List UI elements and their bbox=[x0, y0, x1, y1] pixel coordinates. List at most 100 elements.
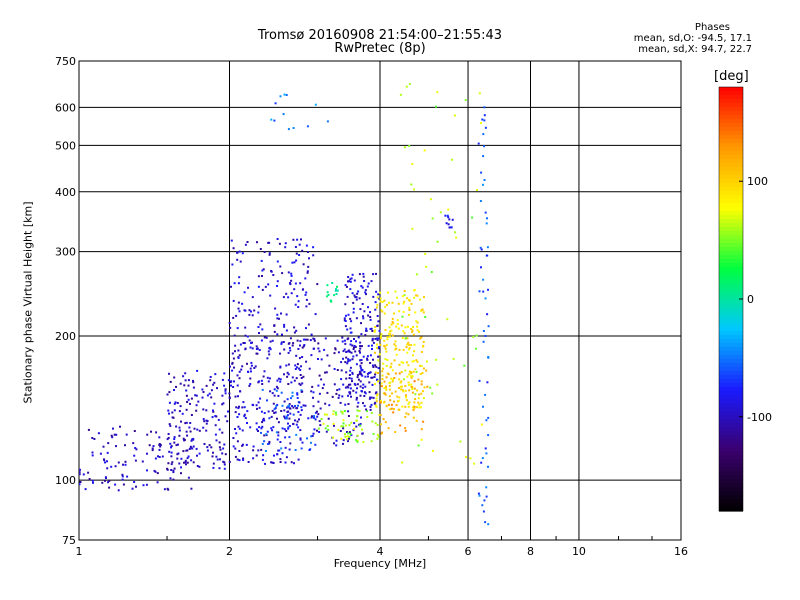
colorbar-segment bbox=[719, 151, 743, 156]
data-point bbox=[382, 418, 385, 421]
data-point bbox=[363, 395, 366, 397]
data-point bbox=[263, 440, 266, 443]
colorbar-segment bbox=[719, 127, 743, 132]
data-point bbox=[214, 373, 217, 376]
data-point bbox=[366, 357, 368, 360]
data-point bbox=[436, 240, 439, 243]
data-point bbox=[375, 290, 378, 293]
data-point bbox=[361, 428, 363, 431]
data-point bbox=[340, 361, 343, 364]
data-point bbox=[337, 428, 340, 431]
colorbar-segment bbox=[719, 399, 743, 404]
data-point bbox=[234, 455, 237, 458]
data-point bbox=[403, 294, 406, 297]
data-point bbox=[246, 241, 249, 243]
data-point bbox=[333, 294, 336, 297]
data-point bbox=[344, 342, 347, 345]
data-point bbox=[284, 246, 287, 249]
data-point bbox=[268, 346, 271, 349]
data-point bbox=[349, 369, 352, 372]
data-point bbox=[167, 488, 170, 491]
data-point bbox=[359, 341, 362, 344]
data-point bbox=[179, 405, 182, 408]
data-point bbox=[340, 410, 343, 413]
data-point bbox=[171, 411, 174, 414]
data-point bbox=[239, 260, 242, 263]
colorbar-segment bbox=[719, 223, 743, 228]
data-point bbox=[383, 392, 386, 395]
data-point bbox=[353, 427, 356, 430]
data-point bbox=[169, 477, 172, 480]
data-point bbox=[347, 358, 350, 361]
data-point bbox=[483, 106, 486, 109]
data-point bbox=[243, 291, 246, 294]
data-point bbox=[295, 377, 298, 380]
data-point bbox=[268, 440, 271, 443]
data-point bbox=[348, 377, 351, 380]
data-point bbox=[405, 394, 407, 397]
data-point bbox=[340, 378, 343, 381]
data-point bbox=[454, 231, 457, 234]
data-point bbox=[372, 273, 375, 276]
colorbar-segment bbox=[719, 415, 743, 420]
data-point bbox=[324, 337, 327, 340]
data-point bbox=[309, 339, 312, 342]
data-point bbox=[249, 426, 252, 429]
data-point bbox=[379, 343, 382, 346]
data-point bbox=[283, 428, 286, 431]
data-point bbox=[336, 289, 339, 292]
data-point bbox=[79, 481, 82, 483]
data-point bbox=[386, 338, 389, 341]
data-point bbox=[276, 280, 279, 283]
data-point bbox=[286, 398, 289, 401]
data-point bbox=[415, 419, 418, 422]
data-point bbox=[347, 403, 350, 405]
data-point bbox=[379, 297, 382, 300]
data-point bbox=[348, 424, 351, 427]
data-point bbox=[260, 410, 263, 413]
data-point bbox=[169, 380, 172, 383]
data-point bbox=[245, 443, 248, 446]
data-point bbox=[374, 301, 377, 304]
data-point bbox=[195, 447, 198, 450]
data-point bbox=[350, 395, 352, 398]
data-point bbox=[273, 324, 276, 327]
data-point bbox=[401, 295, 404, 298]
data-point bbox=[163, 488, 166, 491]
data-point bbox=[286, 414, 289, 417]
data-point bbox=[348, 280, 350, 283]
data-point bbox=[241, 365, 244, 368]
data-point bbox=[337, 396, 340, 399]
data-point bbox=[348, 435, 351, 438]
data-point bbox=[362, 317, 365, 320]
data-point bbox=[232, 445, 235, 448]
data-point bbox=[170, 463, 173, 466]
data-point bbox=[242, 443, 244, 446]
data-point bbox=[419, 364, 422, 367]
data-point bbox=[356, 292, 359, 295]
data-point bbox=[321, 387, 324, 390]
data-point bbox=[323, 348, 326, 351]
data-point bbox=[121, 475, 124, 478]
data-point bbox=[221, 394, 224, 397]
data-point bbox=[218, 428, 221, 431]
data-point bbox=[87, 428, 90, 431]
data-point bbox=[419, 406, 422, 409]
data-point bbox=[417, 397, 420, 400]
data-point bbox=[377, 347, 380, 350]
data-point bbox=[261, 425, 264, 428]
data-point bbox=[413, 188, 416, 191]
data-point bbox=[355, 391, 358, 394]
data-point bbox=[363, 404, 366, 407]
data-point bbox=[111, 436, 114, 439]
data-point bbox=[266, 357, 269, 360]
data-point bbox=[190, 439, 193, 442]
data-point bbox=[342, 419, 345, 422]
data-point bbox=[209, 379, 212, 382]
data-point bbox=[370, 440, 373, 443]
data-point bbox=[371, 383, 374, 386]
data-point bbox=[411, 375, 414, 378]
data-point bbox=[291, 376, 294, 379]
data-point bbox=[398, 408, 401, 411]
data-point bbox=[356, 409, 359, 412]
